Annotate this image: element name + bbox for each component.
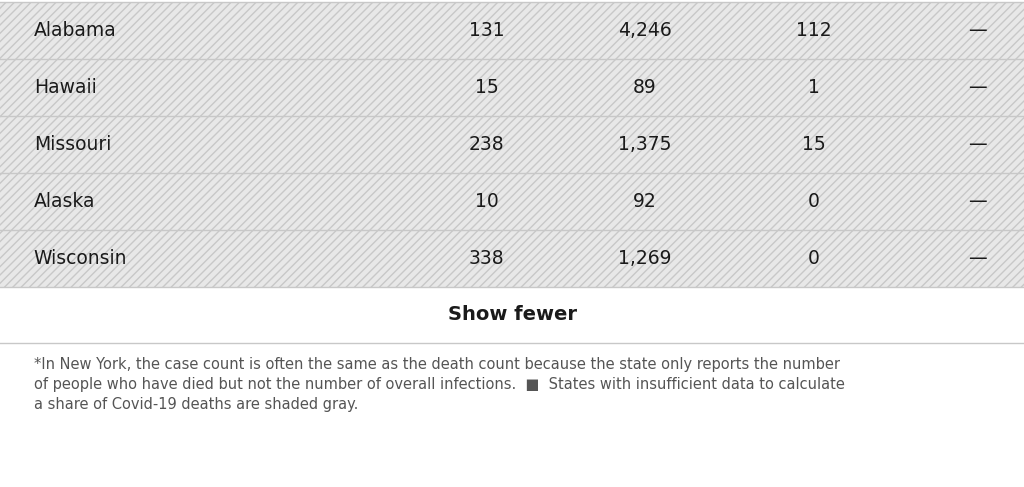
Text: Show fewer: Show fewer bbox=[447, 305, 577, 324]
Text: Alabama: Alabama bbox=[34, 21, 117, 40]
Text: of people who have died but not the number of overall infections.  ■  States wit: of people who have died but not the numb… bbox=[34, 377, 845, 392]
Text: 4,246: 4,246 bbox=[618, 21, 672, 40]
Text: 1,375: 1,375 bbox=[618, 135, 672, 154]
Text: 89: 89 bbox=[633, 78, 657, 97]
Text: —: — bbox=[969, 135, 987, 154]
Text: Wisconsin: Wisconsin bbox=[34, 249, 127, 268]
Text: 10: 10 bbox=[474, 192, 499, 211]
Text: 112: 112 bbox=[797, 21, 831, 40]
Bar bbox=[0, 116, 1024, 173]
Text: 15: 15 bbox=[474, 78, 499, 97]
Bar bbox=[0, 173, 1024, 230]
Text: *In New York, the case count is often the same as the death count because the st: *In New York, the case count is often th… bbox=[34, 357, 840, 372]
Text: 92: 92 bbox=[633, 192, 657, 211]
Bar bbox=[0, 59, 1024, 116]
Bar bbox=[0, 2, 1024, 59]
Text: 0: 0 bbox=[808, 192, 820, 211]
Text: —: — bbox=[969, 78, 987, 97]
Text: —: — bbox=[969, 249, 987, 268]
Text: 238: 238 bbox=[469, 135, 504, 154]
Text: 338: 338 bbox=[469, 249, 504, 268]
Text: a share of Covid-19 deaths are shaded gray.: a share of Covid-19 deaths are shaded gr… bbox=[34, 397, 358, 412]
Text: —: — bbox=[969, 21, 987, 40]
Text: Missouri: Missouri bbox=[34, 135, 112, 154]
Text: Hawaii: Hawaii bbox=[34, 78, 96, 97]
Bar bbox=[0, 230, 1024, 287]
Text: —: — bbox=[969, 192, 987, 211]
Text: 131: 131 bbox=[469, 21, 504, 40]
Text: Alaska: Alaska bbox=[34, 192, 95, 211]
Text: 1,269: 1,269 bbox=[618, 249, 672, 268]
Text: 15: 15 bbox=[802, 135, 826, 154]
Text: 0: 0 bbox=[808, 249, 820, 268]
Text: 1: 1 bbox=[808, 78, 820, 97]
Bar bbox=[0, 287, 1024, 343]
